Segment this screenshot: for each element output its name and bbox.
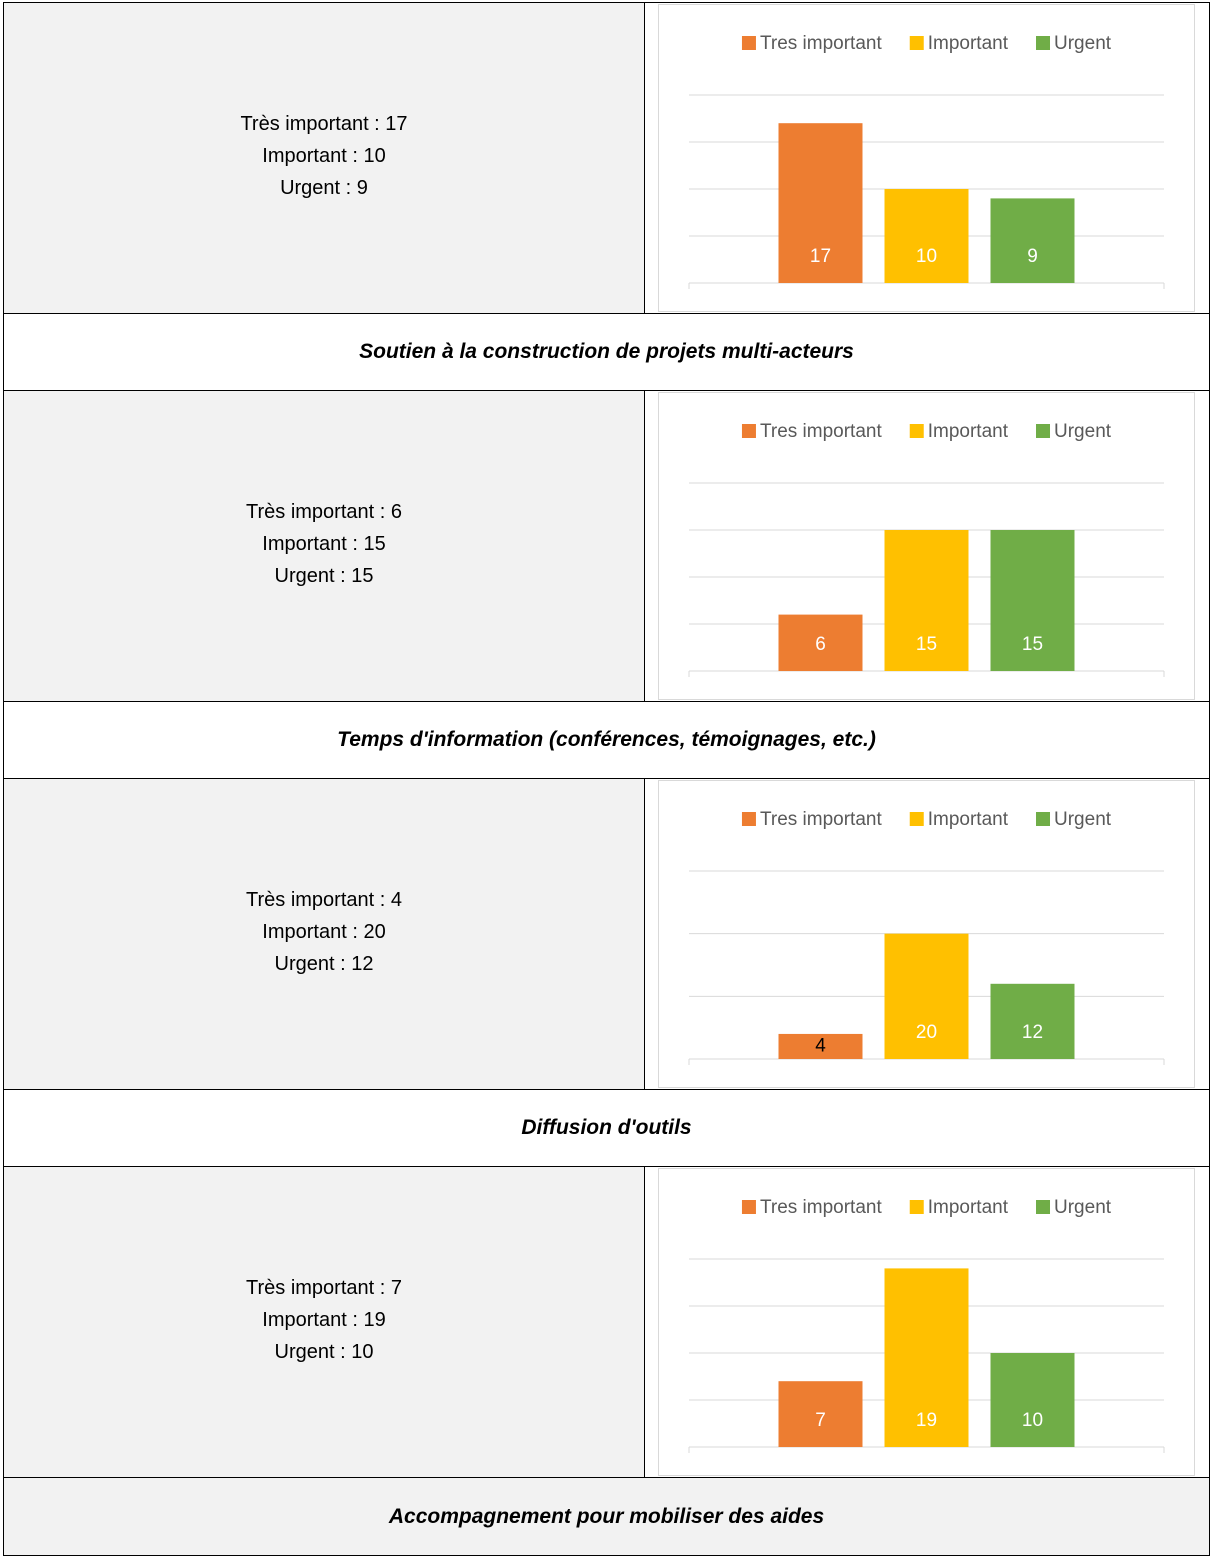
data-label: 17	[810, 246, 831, 267]
data-label: 4	[815, 1035, 826, 1056]
summary-line: Urgent : 15	[274, 565, 374, 587]
heading-text: Soutien à la construction de projets mul…	[359, 340, 854, 363]
legend-label: Tres important	[760, 809, 882, 830]
legend-label: Tres important	[760, 421, 882, 442]
chart-cell: Tres important Important Urgent 7 19 10	[645, 1167, 1209, 1477]
legend: Tres important Important Urgent	[741, 421, 1112, 442]
summary-line: Important : 19	[262, 1309, 386, 1331]
chart: Tres important Important Urgent 4 20 12	[658, 780, 1195, 1088]
bar	[884, 933, 969, 1059]
bar	[778, 1381, 863, 1447]
legend-label: Important	[928, 1197, 1009, 1218]
summary-cell: Très important : 4 Important : 20 Urgent :…	[4, 779, 645, 1089]
summary-line: Très important : 4	[246, 889, 402, 911]
heading-text: Temps d'information (conférences, témoig…	[337, 728, 876, 751]
bar	[990, 198, 1075, 283]
data-label: 6	[815, 634, 826, 655]
summary-line: Important : 10	[262, 145, 386, 167]
table-row: Très important : 6 Important : 15 Urgent :…	[4, 391, 1209, 702]
section-heading: Temps d'information (conférences, témoig…	[4, 702, 1209, 779]
legend-swatch	[741, 424, 756, 438]
legend-swatch	[741, 812, 756, 826]
table-row: Très important : 4 Important : 20 Urgent :…	[4, 779, 1209, 1090]
chart: Tres important Important Urgent 17 10 9	[658, 4, 1195, 312]
table-row: Très important : 17 Important : 10 Urgent …	[4, 3, 1209, 314]
summary-cell: Très important : 17 Important : 10 Urgent …	[4, 3, 645, 313]
data-label: 7	[815, 1410, 826, 1431]
data-label: 9	[1027, 246, 1038, 267]
summary-line: Très important : 7	[246, 1277, 402, 1299]
summary-line: Urgent : 9	[280, 177, 368, 199]
chart-cell: Tres important Important Urgent 6 15 15	[645, 391, 1209, 701]
summary-line: Important : 20	[262, 921, 386, 943]
summary-cell: Très important : 6 Important : 15 Urgent :…	[4, 391, 645, 701]
legend-swatch	[909, 36, 924, 50]
legend-swatch	[1036, 424, 1051, 438]
bar	[884, 189, 969, 283]
legend-swatch	[741, 36, 756, 50]
legend-label: Urgent	[1054, 1197, 1112, 1218]
bar	[884, 1268, 969, 1447]
legend-swatch	[1036, 36, 1051, 50]
summary-line: Très important : 6	[246, 501, 402, 523]
legend: Tres important Important Urgent	[741, 33, 1112, 54]
summary-line: Urgent : 10	[274, 1341, 374, 1363]
data-label: 10	[916, 246, 937, 267]
legend-swatch	[1036, 812, 1051, 826]
legend-label: Tres important	[760, 1197, 882, 1218]
table-row: Très important : 7 Important : 19 Urgent :…	[4, 1167, 1209, 1478]
heading-text: Accompagnement pour mobiliser des aides	[388, 1504, 825, 1528]
heading-text: Diffusion d'outils	[521, 1116, 692, 1139]
legend-label: Tres important	[760, 33, 882, 54]
section-heading: Accompagnement pour mobiliser des aides	[4, 1478, 1209, 1555]
chart: Tres important Important Urgent 7 19 10	[658, 1168, 1195, 1476]
legend: Tres important Important Urgent	[741, 809, 1112, 830]
data-label: 10	[1022, 1410, 1043, 1431]
section-heading: Soutien à la construction de projets mul…	[4, 314, 1209, 391]
summary-line: Très important : 17	[240, 113, 408, 135]
legend-swatch	[1036, 1200, 1051, 1214]
bar	[778, 123, 863, 283]
legend: Tres important Important Urgent	[741, 1197, 1112, 1218]
summary-line: Urgent : 12	[274, 953, 374, 975]
legend-swatch	[909, 812, 924, 826]
chart: Tres important Important Urgent 6 15 15	[658, 392, 1195, 700]
legend-swatch	[741, 1200, 756, 1214]
legend-label: Urgent	[1054, 809, 1112, 830]
summary-line: Important : 15	[262, 533, 386, 555]
legend-label: Important	[928, 421, 1009, 442]
legend-label: Urgent	[1054, 33, 1112, 54]
summary-cell: Très important : 7 Important : 19 Urgent :…	[4, 1167, 645, 1477]
bar	[990, 1353, 1075, 1447]
bar	[778, 614, 863, 671]
data-label: 15	[916, 634, 937, 655]
data-label: 20	[916, 1022, 937, 1043]
chart-cell: Tres important Important Urgent 4 20 12	[645, 779, 1209, 1089]
bar	[990, 983, 1075, 1059]
data-label: 12	[1022, 1022, 1043, 1043]
legend-label: Important	[928, 809, 1009, 830]
data-label: 15	[1022, 634, 1043, 655]
data-label: 19	[916, 1410, 937, 1431]
legend-label: Important	[928, 33, 1009, 54]
bar	[778, 1033, 863, 1059]
document: Très important : 17 Important : 10 Urgent …	[3, 2, 1210, 1556]
section-heading: Diffusion d'outils	[4, 1090, 1209, 1167]
chart-cell: Tres important Important Urgent 17 10 9	[645, 3, 1209, 313]
bar	[884, 530, 969, 671]
bar	[990, 530, 1075, 671]
legend-label: Urgent	[1054, 421, 1112, 442]
legend-swatch	[909, 1200, 924, 1214]
legend-swatch	[909, 424, 924, 438]
